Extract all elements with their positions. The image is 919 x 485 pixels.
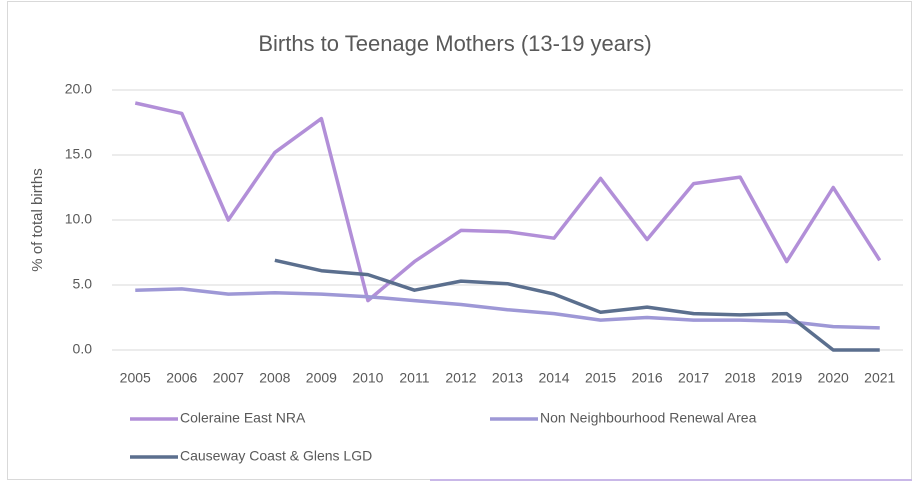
legend-label: Causeway Coast & Glens LGD — [180, 448, 372, 464]
chart-frame — [7, 1, 912, 480]
x-tick-label: 2014 — [538, 370, 569, 386]
y-tick-label: 5.0 — [73, 276, 93, 292]
x-tick-label: 2012 — [445, 370, 476, 386]
series-line — [274, 258, 880, 352]
series-line — [134, 101, 882, 303]
x-tick-label: 2013 — [492, 370, 523, 386]
x-tick-label: 2010 — [352, 370, 383, 386]
x-tick-label: 2019 — [771, 370, 802, 386]
x-tick-label: 2007 — [213, 370, 244, 386]
x-tick-label: 2009 — [306, 370, 337, 386]
x-tick-label: 2017 — [678, 370, 709, 386]
x-tick-label: 2016 — [632, 370, 663, 386]
x-tick-label: 2015 — [585, 370, 616, 386]
x-tick-label: 2008 — [259, 370, 290, 386]
x-tick-label: 2006 — [166, 370, 197, 386]
x-tick-label: 2011 — [399, 370, 429, 386]
x-tick-label: 2021 — [864, 370, 895, 386]
y-tick-label: 20.0 — [65, 81, 92, 97]
x-tick-label: 2018 — [725, 370, 756, 386]
chart-title: Births to Teenage Mothers (13-19 years) — [258, 31, 651, 56]
legend-label: Non Neighbourhood Renewal Area — [540, 410, 757, 426]
series-line — [135, 287, 880, 330]
x-tick-label: 2020 — [818, 370, 849, 386]
y-axis-label: % of total births — [29, 168, 46, 271]
x-tick-label: 2005 — [120, 370, 151, 386]
legend-label: Coleraine East NRA — [180, 410, 306, 426]
y-tick-label: 10.0 — [65, 211, 92, 227]
y-tick-label: 0.0 — [73, 341, 93, 357]
y-tick-label: 15.0 — [65, 146, 92, 162]
